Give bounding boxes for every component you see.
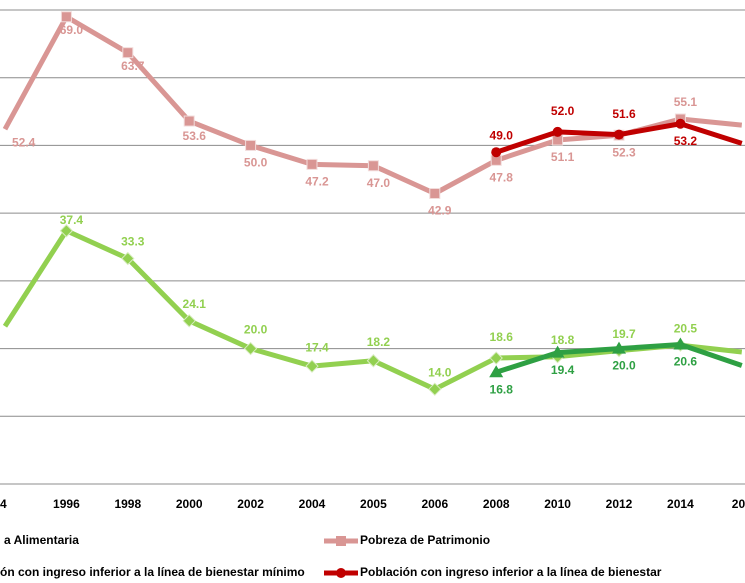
x-tick-label: 2006: [421, 497, 448, 511]
point-marker: [122, 47, 134, 59]
data-label: 47.2: [305, 175, 329, 189]
data-label: 50.0: [244, 156, 268, 170]
point-marker: [182, 314, 196, 328]
point-marker: [59, 224, 74, 238]
data-label: 52.0: [551, 104, 575, 118]
data-label: 52.3: [612, 145, 636, 159]
data-label: 52.4: [12, 135, 36, 149]
x-tick-label: 1996: [53, 497, 80, 511]
x-tick-label: 2004: [299, 497, 326, 511]
data-label: 42.9: [428, 204, 452, 218]
point-marker: [428, 382, 442, 396]
point-marker: [612, 341, 626, 354]
data-label: 20.6: [674, 355, 698, 369]
point-marker: [491, 147, 502, 158]
point-marker: [550, 345, 565, 358]
x-tick-label: 2010: [544, 497, 571, 511]
x-tick-label: 2014: [667, 497, 694, 511]
point-marker: [675, 118, 686, 129]
point-marker: [552, 126, 563, 137]
point-marker: [245, 139, 257, 151]
point-marker: [367, 160, 379, 172]
data-label: 51.6: [612, 107, 636, 121]
data-label: 18.8: [551, 333, 575, 347]
point-marker: [121, 251, 135, 266]
point-marker: [183, 115, 195, 127]
point-marker: [614, 129, 624, 140]
legend-label: ón con ingreso inferior a la línea de bi…: [0, 565, 305, 579]
point-marker: [60, 11, 72, 23]
data-label: 47.8: [490, 170, 514, 184]
point-marker: [306, 158, 318, 170]
data-label: 55.1: [674, 95, 698, 109]
x-tick-label: 4: [0, 497, 7, 511]
legend-label: Pobreza de Patrimonio: [360, 533, 490, 547]
data-label: 53.6: [183, 129, 207, 143]
x-tick-label: 2008: [483, 497, 510, 511]
data-label: 24.1: [183, 297, 207, 311]
data-label: 20.0: [244, 323, 268, 337]
data-label: 17.4: [305, 340, 329, 354]
x-tick-label: 2002: [237, 497, 264, 511]
data-label: 18.2: [367, 335, 391, 349]
point-marker: [243, 341, 258, 356]
data-label: 47.0: [367, 176, 391, 190]
point-marker: [489, 365, 504, 378]
data-label: 51.1: [551, 150, 575, 164]
data-label: 16.8: [490, 382, 514, 396]
legend-marker: [336, 536, 346, 546]
point-marker: [366, 354, 381, 368]
x-tick-label: 2000: [176, 497, 203, 511]
data-label: 33.3: [121, 235, 145, 249]
data-label: 69.0: [60, 23, 84, 37]
data-label: 18.6: [490, 330, 514, 344]
data-label: 37.4: [60, 213, 84, 227]
data-label: 19.4: [551, 363, 575, 377]
data-label: 20.0: [612, 359, 636, 373]
data-label: 19.7: [612, 327, 636, 341]
point-marker: [673, 337, 688, 350]
x-tick-label: 2005: [360, 497, 387, 511]
point-marker: [489, 351, 503, 365]
x-tick-label: 201: [732, 497, 745, 511]
x-tick-label: 1998: [114, 497, 141, 511]
legend-label: Población con ingreso inferior a la líne…: [360, 565, 662, 579]
data-label: 20.5: [674, 321, 698, 335]
legend-label: a Alimentaria: [4, 533, 79, 547]
legend-marker: [336, 568, 346, 578]
data-label: 49.0: [490, 128, 514, 142]
data-label: 63.7: [121, 59, 145, 73]
point-marker: [305, 359, 319, 373]
data-label: 53.2: [674, 134, 698, 148]
data-label: 14.0: [428, 365, 452, 379]
point-marker: [429, 188, 441, 200]
x-tick-label: 2012: [606, 497, 633, 511]
